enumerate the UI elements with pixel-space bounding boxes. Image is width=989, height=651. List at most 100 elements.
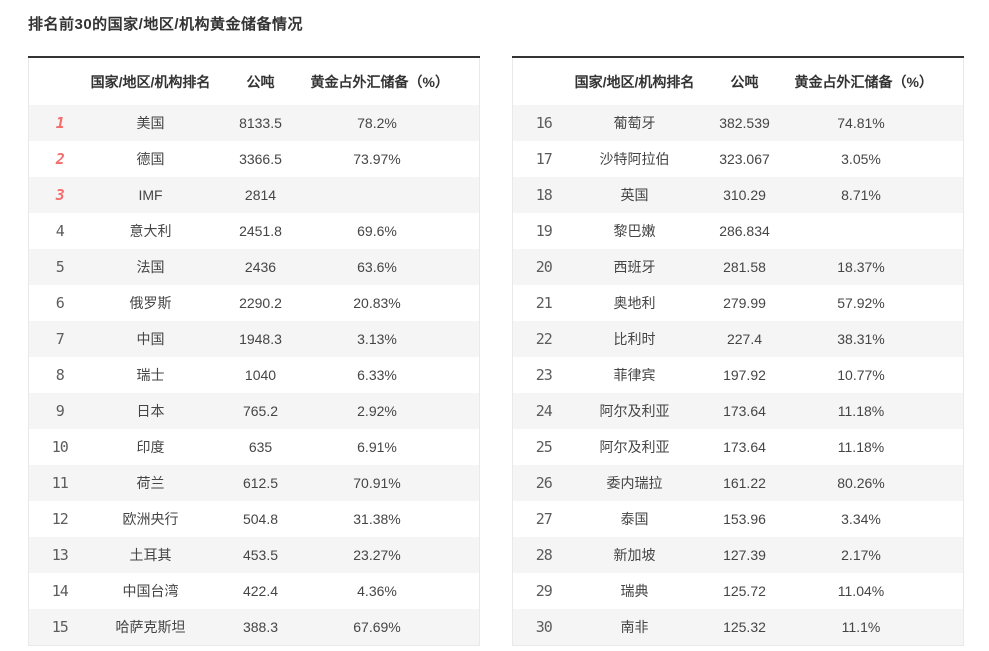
table-row: 8 瑞士 1040 6.33% xyxy=(28,357,480,393)
tons-value-cell: 286.834 xyxy=(719,223,770,239)
rank-cell: 23 xyxy=(535,366,553,384)
spacer-cell xyxy=(928,357,964,393)
table-row: 23 菲律宾 197.92 10.77% xyxy=(512,357,964,393)
country-name-cell: 黎巴嫩 xyxy=(613,223,656,239)
rank-cell: 25 xyxy=(535,438,553,456)
spacer-cell xyxy=(928,105,964,141)
tons-value-cell: 2814 xyxy=(244,187,277,203)
table-row: 28 新加坡 127.39 2.17% xyxy=(512,537,964,573)
pct-value-cell xyxy=(795,213,928,249)
tons-value-cell: 323.067 xyxy=(719,151,770,167)
rank-cell: 15 xyxy=(51,617,69,636)
spacer-cell xyxy=(444,573,480,609)
spacer-cell xyxy=(444,249,480,285)
spacer-cell xyxy=(444,501,480,537)
table-row: 30 南非 125.32 11.1% xyxy=(512,609,964,645)
country-name-cell: 欧洲央行 xyxy=(122,511,179,527)
spacer-cell xyxy=(928,465,964,501)
rank-cell: 10 xyxy=(51,438,69,456)
country-name-cell: 瑞典 xyxy=(620,583,649,599)
spacer-cell xyxy=(928,177,964,213)
table-row: 16 葡萄牙 382.539 74.81% xyxy=(512,105,964,141)
country-name-cell: 意大利 xyxy=(129,223,172,239)
tons-value-cell: 1948.3 xyxy=(239,331,282,347)
rank-cell: 3 xyxy=(55,186,65,204)
spacer-cell xyxy=(444,429,480,465)
spacer-cell xyxy=(928,537,964,573)
pct-value-cell: 11.18% xyxy=(837,439,885,455)
pct-value-cell: 74.81% xyxy=(837,115,885,131)
spacer-cell xyxy=(928,285,964,321)
spacer-cell xyxy=(444,537,480,573)
rank-cell: 22 xyxy=(535,330,553,348)
pct-value-cell: 3.13% xyxy=(357,331,397,347)
table-header-row: 国家/地区/机构排名 公吨 黄金占外汇储备（%） xyxy=(512,57,964,105)
rank-cell: 6 xyxy=(55,294,65,312)
tons-value-cell: 127.39 xyxy=(723,547,766,563)
table-row: 22 比利时 227.4 38.31% xyxy=(512,321,964,357)
rank-cell: 12 xyxy=(51,510,69,528)
pct-value-cell: 69.6% xyxy=(357,223,397,239)
tons-value-cell: 3366.5 xyxy=(239,151,282,167)
spacer-cell xyxy=(444,105,480,141)
pct-value-cell: 8.71% xyxy=(841,187,881,203)
table-header-row: 国家/地区/机构排名 公吨 黄金占外汇储备（%） xyxy=(28,57,480,105)
rank-cell: 11 xyxy=(51,474,69,492)
table-row: 14 中国台湾 422.4 4.36% xyxy=(28,573,480,609)
tons-column-header: 公吨 xyxy=(694,57,795,105)
tons-value-cell: 1040 xyxy=(244,367,277,383)
pct-value-cell: 80.26% xyxy=(837,475,885,491)
spacer-cell xyxy=(444,393,480,429)
tons-value-cell: 153.96 xyxy=(723,511,766,527)
rank-cell: 13 xyxy=(51,546,69,564)
spacer-cell xyxy=(444,609,480,645)
rank-cell: 16 xyxy=(535,114,553,132)
country-name-cell: 委内瑞拉 xyxy=(606,475,663,491)
pct-value-cell: 31.38% xyxy=(353,511,401,527)
tons-value-cell: 388.3 xyxy=(242,618,279,635)
tons-value-cell: 382.539 xyxy=(719,115,770,131)
rank-cell: 8 xyxy=(55,366,65,384)
rank-column-header xyxy=(28,57,91,105)
table-row: 10 印度 635 6.91% xyxy=(28,429,480,465)
country-name-cell: 美国 xyxy=(136,115,165,131)
rank-cell: 4 xyxy=(55,222,65,240)
pct-column-header: 黄金占外汇储备（%） xyxy=(310,57,449,105)
table-row: 15 哈萨克斯坦 388.3 67.69% xyxy=(28,609,480,645)
tons-value-cell: 173.64 xyxy=(723,403,766,419)
tons-value-cell: 227.4 xyxy=(726,331,763,347)
tons-value-cell: 197.92 xyxy=(723,367,766,383)
table-row: 2 德国 3366.5 73.97% xyxy=(28,141,480,177)
country-name-cell: 西班牙 xyxy=(613,259,656,275)
rank-cell: 21 xyxy=(535,294,553,312)
pct-value-cell: 11.18% xyxy=(837,403,885,419)
pct-value-cell: 20.83% xyxy=(353,295,401,311)
pct-value-cell: 6.33% xyxy=(357,367,397,383)
country-name-cell: 南非 xyxy=(620,618,649,635)
spacer-column-header xyxy=(927,57,964,105)
spacer-cell xyxy=(928,213,964,249)
gold-table-right: 国家/地区/机构排名 公吨 黄金占外汇储备（%） 16 葡萄牙 382.539 … xyxy=(512,56,964,646)
rank-cell: 5 xyxy=(55,258,65,276)
rank-cell: 27 xyxy=(535,510,553,528)
country-name-cell: 日本 xyxy=(136,403,165,419)
tons-value-cell: 612.5 xyxy=(242,475,279,491)
table-row: 12 欧洲央行 504.8 31.38% xyxy=(28,501,480,537)
tons-value-cell: 161.22 xyxy=(723,475,766,491)
country-name-cell: 俄罗斯 xyxy=(129,295,172,311)
country-name-cell: 瑞士 xyxy=(136,367,165,383)
pct-value-cell xyxy=(311,177,444,213)
pct-value-cell: 3.34% xyxy=(841,511,881,527)
country-name-cell: 奥地利 xyxy=(613,295,656,311)
country-name-cell: 葡萄牙 xyxy=(613,115,656,131)
spacer-cell xyxy=(444,357,480,393)
spacer-cell xyxy=(928,141,964,177)
country-name-cell: 哈萨克斯坦 xyxy=(115,618,186,635)
pct-column-header: 黄金占外汇储备（%） xyxy=(794,57,933,105)
country-name-cell: 阿尔及利亚 xyxy=(599,403,670,419)
spacer-cell xyxy=(444,465,480,501)
tons-value-cell: 2451.8 xyxy=(239,223,282,239)
spacer-cell xyxy=(444,285,480,321)
table-row: 5 法国 2436 63.6% xyxy=(28,249,480,285)
table-row: 20 西班牙 281.58 18.37% xyxy=(512,249,964,285)
